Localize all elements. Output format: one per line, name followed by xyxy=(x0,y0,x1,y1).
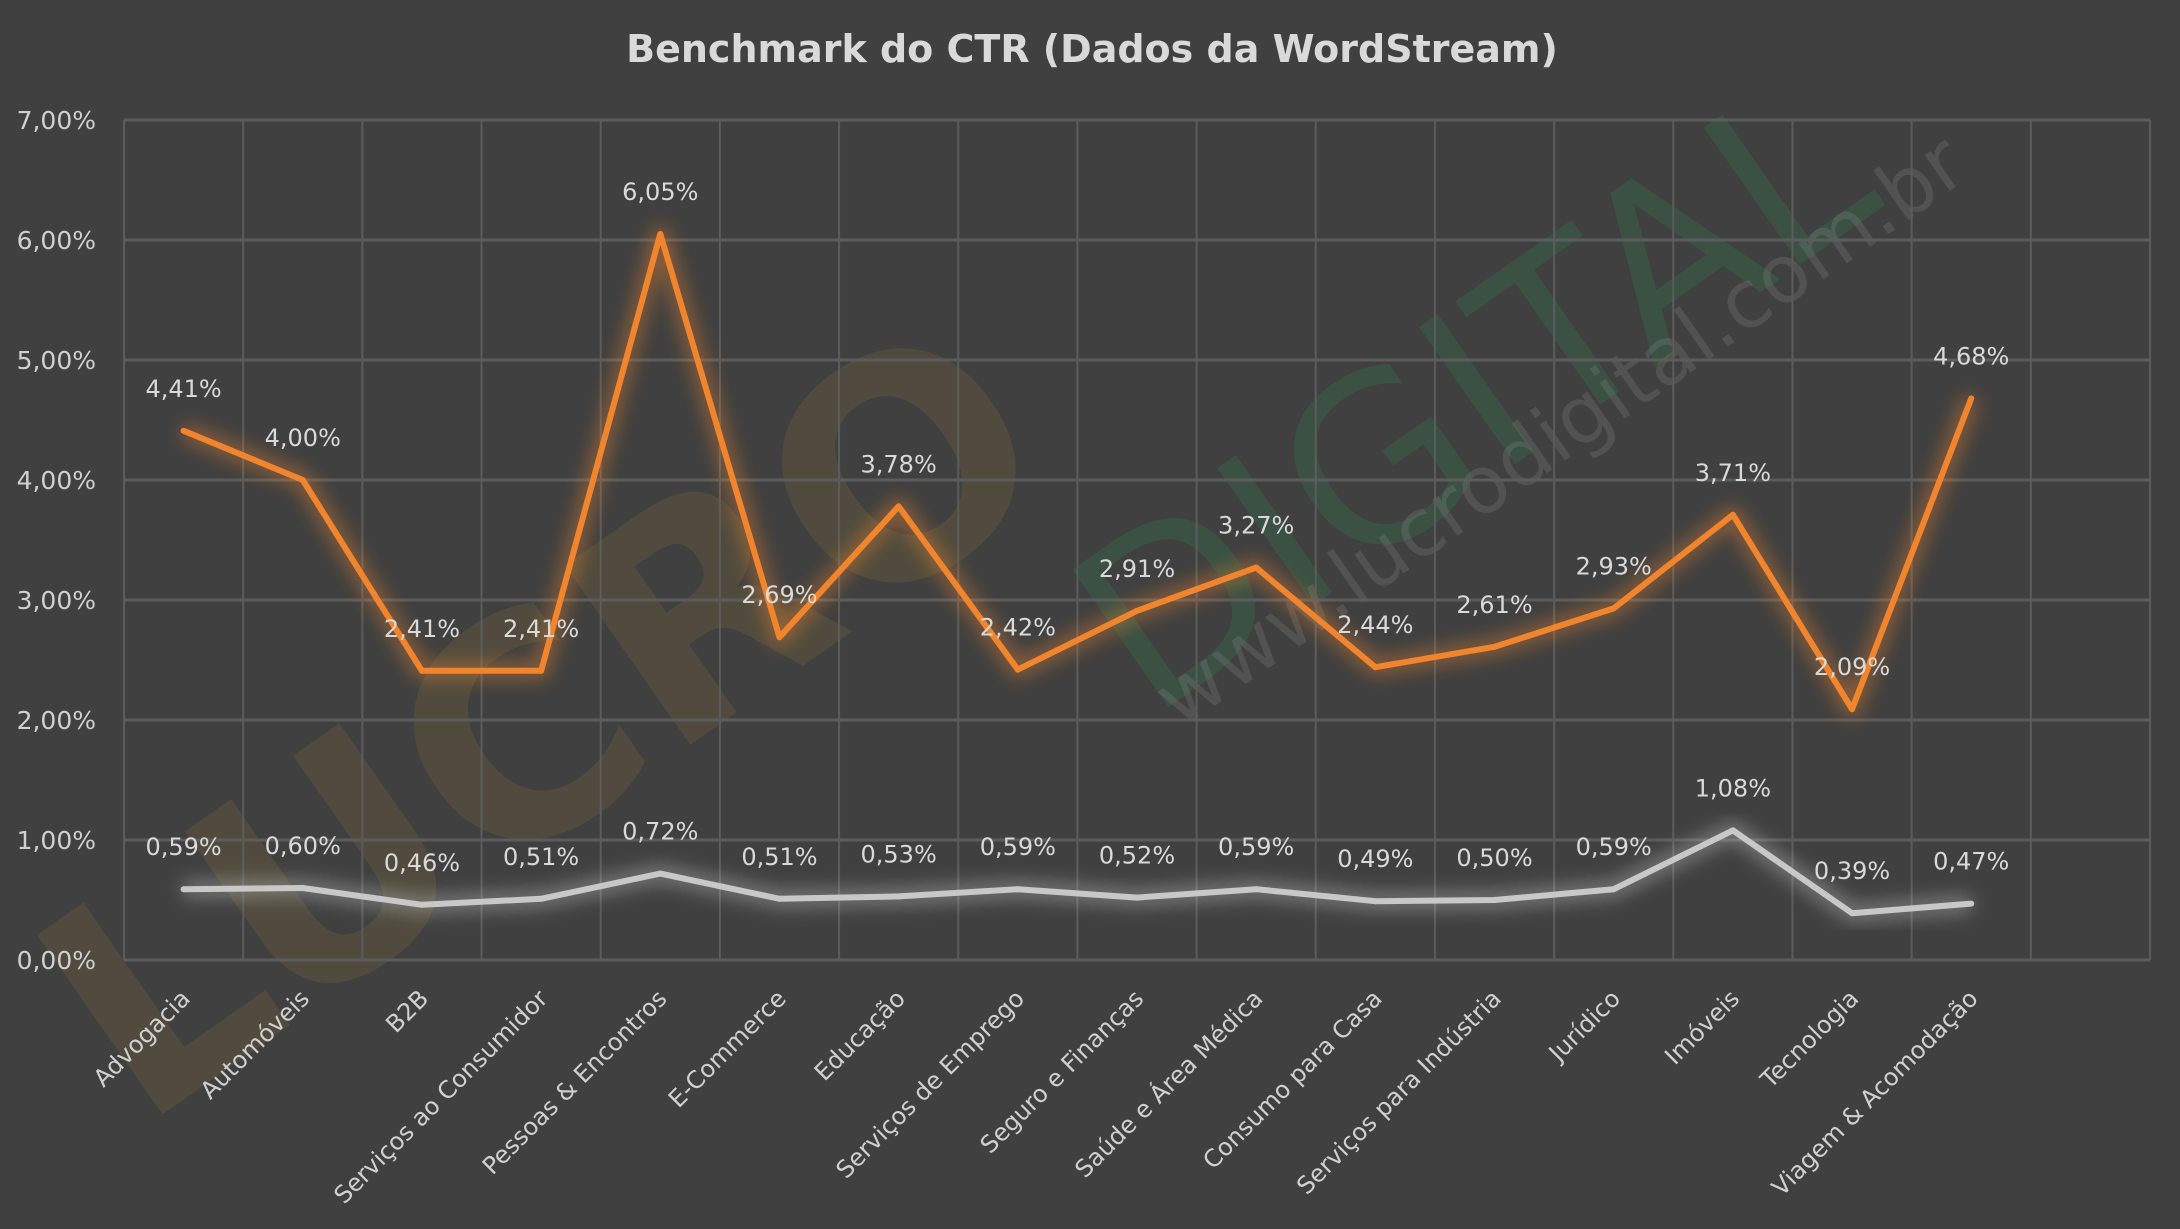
data-label: 0,46% xyxy=(384,849,460,877)
data-point xyxy=(776,634,783,641)
x-tick-label: Tecnologia xyxy=(1754,984,1864,1094)
series-line xyxy=(183,827,1972,917)
x-tick-label: Viagem & Acomodação xyxy=(1766,984,1983,1201)
data-point xyxy=(1491,643,1498,650)
data-label: 0,52% xyxy=(1099,842,1175,870)
data-point xyxy=(1014,886,1021,893)
data-label: 2,61% xyxy=(1456,591,1532,619)
data-label: 2,42% xyxy=(980,614,1056,642)
data-label: 4,68% xyxy=(1933,342,2009,370)
data-point xyxy=(538,667,545,674)
data-point xyxy=(180,427,187,434)
data-label: 0,51% xyxy=(741,843,817,871)
data-point xyxy=(1014,666,1021,673)
series-line xyxy=(182,231,1975,713)
data-label: 0,59% xyxy=(1576,833,1652,861)
data-point xyxy=(299,477,306,483)
data-label: 0,72% xyxy=(622,818,698,846)
data-point xyxy=(1372,898,1379,905)
x-tick-label: Jurídico xyxy=(1542,984,1626,1068)
data-label: 0,47% xyxy=(1933,848,2009,876)
data-label: 0,49% xyxy=(1337,845,1413,873)
data-point xyxy=(1729,511,1736,518)
data-label: 0,51% xyxy=(503,843,579,871)
data-point xyxy=(1610,605,1617,612)
y-tick-label: 7,00% xyxy=(17,106,96,135)
y-tick-label: 3,00% xyxy=(17,586,96,615)
data-label: 6,05% xyxy=(622,178,698,206)
data-label: 4,00% xyxy=(265,424,341,452)
data-label: 0,59% xyxy=(980,833,1056,861)
data-point xyxy=(1729,827,1736,834)
data-label: 2,93% xyxy=(1576,552,1652,580)
x-tick-label: Educação xyxy=(809,984,911,1086)
data-point xyxy=(1372,664,1379,671)
data-label: 2,41% xyxy=(384,615,460,643)
data-point xyxy=(776,895,783,902)
data-label: 3,71% xyxy=(1695,459,1771,487)
data-point xyxy=(1849,706,1856,713)
data-point xyxy=(895,503,902,510)
data-label: 0,39% xyxy=(1814,857,1890,885)
data-labels: 4,41% 4,00% 2,41% 2,41% 6,05% 2,69% 3,78% 2,42%… xyxy=(145,178,2009,885)
data-label: 3,27% xyxy=(1218,512,1294,540)
y-tick-label: 5,00% xyxy=(17,346,96,375)
data-point xyxy=(1134,607,1140,614)
data-label: 0,60% xyxy=(265,832,341,860)
y-tick-label: 6,00% xyxy=(17,226,96,255)
x-tick-label: E-Commerce xyxy=(663,984,792,1113)
data-label: 3,78% xyxy=(861,450,937,478)
data-point xyxy=(180,886,187,893)
gridlines xyxy=(123,118,2151,962)
data-label: 1,08% xyxy=(1695,774,1771,802)
data-label: 2,09% xyxy=(1814,653,1890,681)
y-tick-label: 2,00% xyxy=(17,706,96,735)
data-point xyxy=(1968,900,1975,907)
data-label: 0,50% xyxy=(1456,844,1532,872)
data-point xyxy=(657,231,664,237)
data-label: 0,59% xyxy=(145,833,221,861)
data-point xyxy=(1849,910,1856,917)
data-label: 2,91% xyxy=(1099,555,1175,583)
y-tick-label: 4,00% xyxy=(17,466,96,495)
data-point xyxy=(1134,894,1140,901)
data-point xyxy=(1491,897,1498,903)
y-axis-ticks: 0,00% 1,00% 2,00% 3,00% 4,00% 5,00% 6,00% 7,00% xyxy=(17,106,96,975)
data-label: 2,44% xyxy=(1337,611,1413,639)
data-point xyxy=(418,667,425,674)
series-lines xyxy=(180,226,1979,922)
data-point xyxy=(538,895,545,902)
data-label: 0,59% xyxy=(1218,833,1294,861)
data-point xyxy=(1968,395,1975,402)
y-tick-label: 1,00% xyxy=(17,826,96,855)
x-tick-label: Imóveis xyxy=(1659,984,1745,1070)
data-point xyxy=(1253,564,1260,571)
data-point xyxy=(299,885,306,891)
data-label: 0,53% xyxy=(861,840,937,868)
y-tick-label: 0,00% xyxy=(17,946,96,975)
data-point xyxy=(657,870,664,877)
chart-title: Benchmark do CTR (Dados da WordStream) xyxy=(626,27,1558,71)
data-point xyxy=(1253,886,1260,893)
data-point xyxy=(1610,886,1617,893)
data-label: 2,41% xyxy=(503,615,579,643)
data-point xyxy=(895,893,902,900)
data-label: 4,41% xyxy=(145,375,221,403)
data-label: 2,69% xyxy=(741,581,817,609)
x-tick-label: Serviços para Indústria xyxy=(1291,984,1507,1200)
data-point xyxy=(418,901,425,908)
x-tick-label: Saúde e Área Médica xyxy=(1069,984,1269,1184)
